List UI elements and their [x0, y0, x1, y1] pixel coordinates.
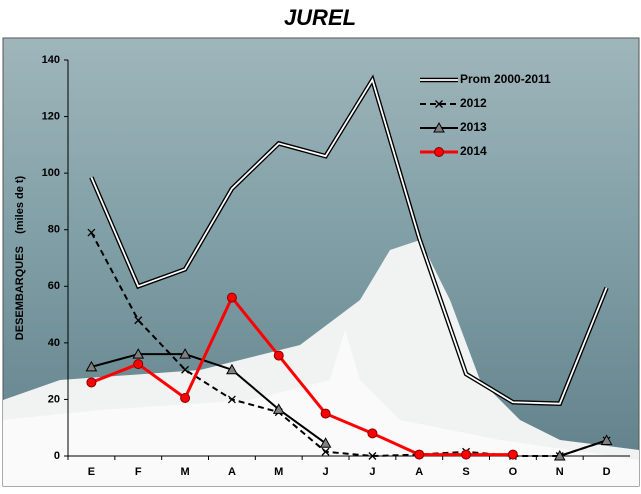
point: [600, 434, 613, 445]
y-tick-label: 80: [48, 224, 60, 236]
y-tick-label: 60: [48, 280, 60, 292]
legend-label: 2014: [460, 144, 487, 158]
point: [227, 395, 236, 404]
legend-label: 2013: [460, 120, 487, 134]
x-tick-label: O: [509, 466, 518, 478]
x-tick-label: E: [88, 466, 95, 478]
x-tick-label: M: [274, 466, 283, 478]
series-line: [90, 294, 513, 457]
point: [321, 447, 330, 456]
y-tick-label: 140: [42, 54, 60, 66]
point: [180, 393, 191, 404]
point: [273, 350, 284, 361]
point: [133, 359, 144, 370]
point: [87, 228, 96, 237]
x-tick-label: S: [462, 466, 469, 478]
point: [461, 449, 472, 460]
point: [367, 428, 378, 439]
legend-marker: [433, 121, 445, 133]
x-tick-label: J: [323, 466, 329, 478]
y-axis-label: DESEMBARQUES (miles de t): [14, 175, 26, 340]
legend-label: 2012: [460, 96, 487, 110]
y-tick-label: 120: [42, 110, 60, 122]
chart-title: JUREL: [284, 5, 356, 30]
x-tick-label: M: [180, 466, 189, 478]
x-tick-label: D: [603, 466, 611, 478]
y-tick-label: 40: [48, 337, 60, 349]
point: [507, 449, 518, 460]
x-tick-label: J: [369, 466, 375, 478]
point: [181, 365, 190, 374]
x-tick-label: A: [228, 466, 236, 478]
point: [86, 377, 97, 388]
point: [134, 316, 143, 325]
point: [553, 449, 566, 461]
legend-marker: [435, 100, 443, 108]
legend-label: Prom 2000-2011: [460, 72, 551, 86]
x-tick-label: N: [556, 466, 564, 478]
point: [226, 292, 237, 303]
point: [226, 363, 238, 375]
point: [320, 408, 331, 419]
point: [272, 403, 285, 414]
y-tick-label: 100: [42, 167, 60, 179]
x-tick-label: F: [135, 466, 142, 478]
point: [319, 437, 332, 448]
point: [85, 360, 98, 372]
series-line: [91, 353, 607, 457]
point: [414, 449, 425, 460]
legend-marker: [434, 147, 444, 157]
point: [368, 452, 377, 460]
series-line: [90, 77, 608, 405]
x-tick-label: A: [415, 466, 423, 478]
y-tick-label: 0: [54, 450, 60, 462]
point: [179, 348, 191, 359]
y-tick-label: 20: [48, 393, 60, 405]
point: [132, 348, 145, 359]
